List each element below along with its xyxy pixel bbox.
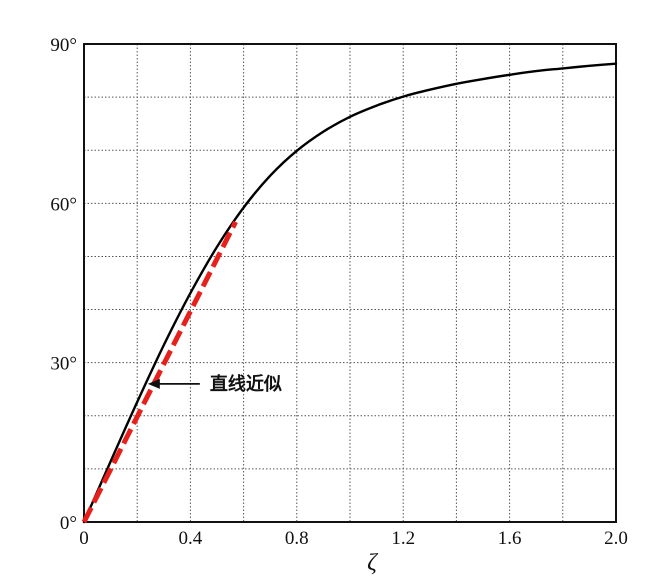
x-tick-label: 1.6 [498,528,522,549]
x-tick-label: 2.0 [604,528,628,549]
x-tick-label: 1.2 [391,528,415,549]
x-axis-label: ζ [367,550,379,576]
x-tick-label: 0.4 [179,528,203,549]
series-line-linear-approximation [81,220,238,524]
x-tick-label: 0.8 [285,528,309,549]
y-tick-label: 90° [50,35,77,56]
axis-ticks: 0 0.4 0.8 1.2 1.6 2.0 0° 30° 60° 90° [50,35,627,549]
y-tick-label: 60° [50,194,77,215]
annotation-text: 直线近似 [210,373,282,395]
plot-area-border [83,43,617,523]
x-tick-label: 0 [79,528,89,549]
annotation-arrow-head [147,378,160,389]
data-series [81,62,618,524]
annotations: 直线近似 [147,373,282,395]
y-tick-label: 0° [60,513,77,534]
series-line-curve [82,62,618,524]
y-tick-label: 30° [50,354,77,375]
gridlines [84,44,616,522]
